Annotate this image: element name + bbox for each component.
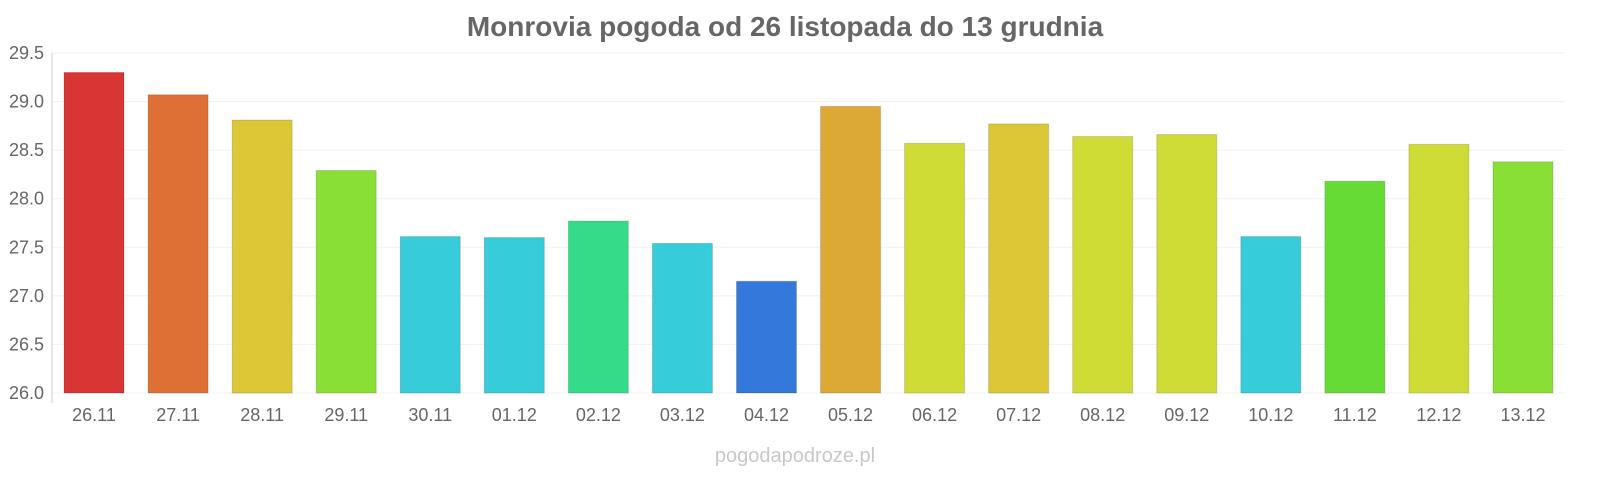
bar [735, 280, 797, 394]
y-tick-label: 26.0 [9, 383, 44, 403]
x-tick-label: 07.12 [996, 405, 1041, 425]
x-tick-label: 12.12 [1416, 405, 1461, 425]
x-tick-label: 06.12 [912, 405, 957, 425]
bar [399, 236, 461, 394]
bar [904, 142, 966, 394]
bar [1324, 180, 1386, 394]
x-tick-label: 02.12 [576, 405, 621, 425]
bar [988, 123, 1050, 394]
x-tick-label: 30.11 [408, 405, 452, 425]
x-tick-label: 04.12 [744, 405, 789, 425]
bar [63, 71, 125, 394]
x-tick-label: 11.12 [1333, 405, 1377, 425]
bar [1156, 134, 1218, 394]
x-tick-label: 28.11 [240, 405, 284, 425]
bar [820, 105, 882, 394]
bar [1072, 136, 1134, 394]
bar [231, 119, 293, 394]
x-tick-label: 13.12 [1500, 405, 1545, 425]
bar [483, 237, 545, 394]
x-tick-label: 26.11 [72, 405, 116, 425]
bar [567, 220, 629, 394]
bar [651, 242, 713, 394]
x-tick-label: 27.11 [156, 405, 200, 425]
x-tick-label: 09.12 [1164, 405, 1209, 425]
y-tick-label: 27.5 [9, 237, 44, 257]
x-tick-label: 10.12 [1248, 405, 1293, 425]
y-tick-label: 28.0 [9, 189, 44, 209]
x-tick-label: 03.12 [660, 405, 705, 425]
x-tick-label: 01.12 [492, 405, 537, 425]
y-tick-label: 28.5 [9, 140, 44, 160]
chart-title: Monrovia pogoda od 26 listopada do 13 gr… [467, 11, 1104, 42]
x-tick-label: 05.12 [828, 405, 873, 425]
y-tick-label: 29.0 [9, 92, 44, 112]
watermark: pogodapodroze.pl [715, 445, 875, 467]
bar [1492, 161, 1554, 394]
bar [315, 170, 377, 394]
bar [1408, 143, 1470, 394]
y-tick-label: 29.5 [9, 43, 44, 63]
y-tick-label: 27.0 [9, 286, 44, 306]
bar [147, 94, 209, 394]
y-tick-label: 26.5 [9, 334, 44, 354]
x-tick-label: 29.11 [324, 405, 368, 425]
x-tick-label: 08.12 [1080, 405, 1125, 425]
bar [1240, 236, 1302, 394]
